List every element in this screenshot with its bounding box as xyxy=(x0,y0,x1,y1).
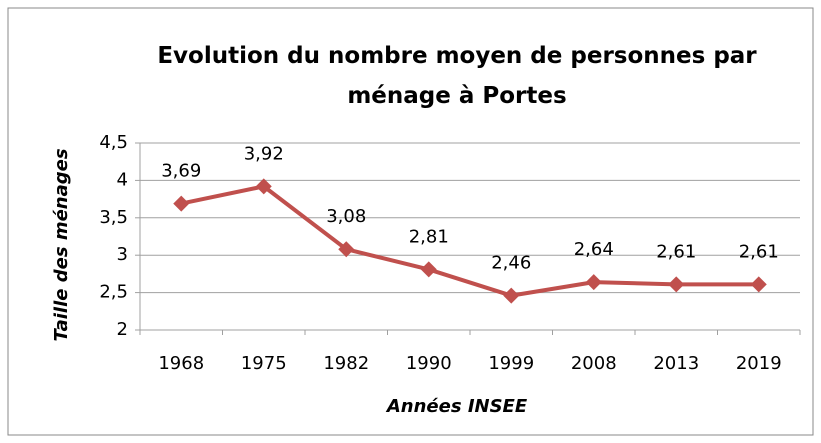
data-label: 2,61 xyxy=(739,241,779,262)
x-tick-label: 2019 xyxy=(736,353,782,374)
x-tick-label: 1982 xyxy=(323,353,369,374)
marker xyxy=(338,241,355,258)
marker xyxy=(668,276,685,293)
chart-title: Evolution du nombre moyen de personnes p… xyxy=(157,43,757,109)
data-label: 3,08 xyxy=(326,206,366,227)
y-tick-label: 2 xyxy=(117,319,128,340)
x-tick-label: 1999 xyxy=(488,353,534,374)
marker xyxy=(750,276,767,293)
x-axis-label: Années INSEE xyxy=(385,396,528,417)
x-tick-label: 1990 xyxy=(406,353,452,374)
x-tick-label: 2008 xyxy=(571,353,617,374)
data-label: 2,61 xyxy=(656,241,696,262)
marker xyxy=(255,178,272,195)
data-label: 2,64 xyxy=(574,239,614,260)
y-axis-label: Taille des ménages xyxy=(51,148,72,341)
data-label: 3,92 xyxy=(244,143,284,164)
chart-border xyxy=(7,7,814,436)
x-tick-label: 1968 xyxy=(158,353,204,374)
marker xyxy=(585,274,602,291)
line xyxy=(180,184,759,298)
data-label: 2,81 xyxy=(409,226,449,247)
y-tick-label: 3 xyxy=(117,244,128,265)
y-tick-label: 2,5 xyxy=(99,282,128,303)
y-tick-label: 4 xyxy=(117,169,128,190)
marker xyxy=(173,195,190,212)
x-tick-label: 1975 xyxy=(241,353,287,374)
y-tick-label: 4,5 xyxy=(99,132,128,153)
x-tick-label: 2013 xyxy=(653,353,699,374)
data-label: 3,69 xyxy=(161,161,201,182)
y-tick-label: 3,5 xyxy=(99,207,128,228)
data-label: 2,46 xyxy=(491,253,531,274)
marker xyxy=(420,261,437,278)
marker xyxy=(503,287,520,304)
